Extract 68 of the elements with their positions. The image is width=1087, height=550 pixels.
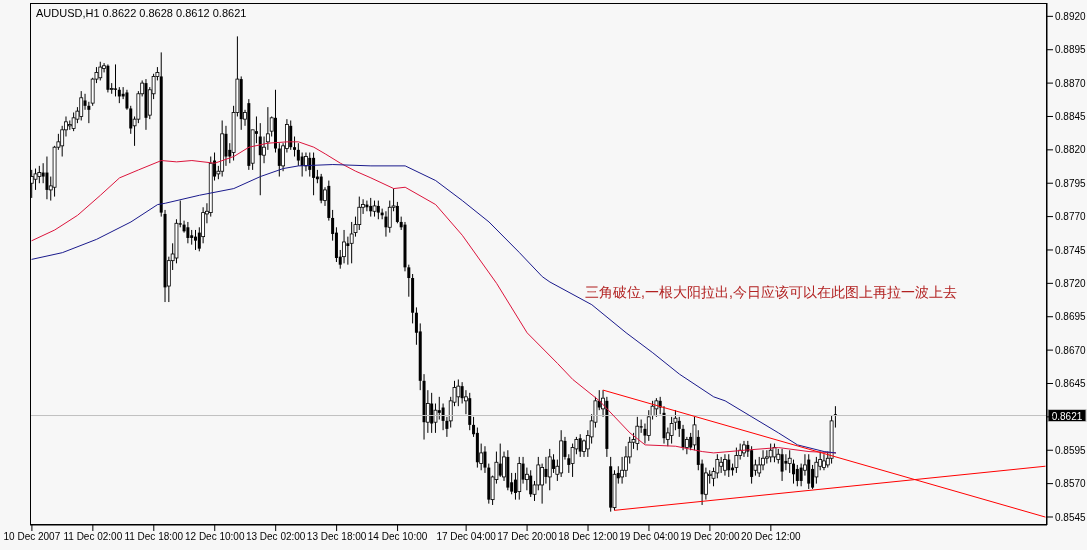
candlestick <box>822 453 826 471</box>
candlestick <box>277 142 281 178</box>
candlestick <box>186 221 190 244</box>
candlestick <box>456 378 461 407</box>
candlestick <box>296 142 300 167</box>
candlestick <box>719 456 724 474</box>
y-tick-label: 0.8545 <box>1055 511 1087 523</box>
candlestick <box>792 459 796 485</box>
x-tick-label: 17 Dec 20:00 <box>497 531 558 543</box>
y-tick-label: 0.8845 <box>1055 111 1087 123</box>
annotation: 三角破位,一根大阳拉出,今日应该可以在此图上再拉一波上去 <box>585 284 957 302</box>
candlestick <box>79 90 84 121</box>
candlestick <box>552 453 556 474</box>
candlestick <box>293 136 297 158</box>
y-tick-label: 0.8795 <box>1055 177 1087 189</box>
candlestick <box>98 61 103 81</box>
x-tick-label: 13 Dec 18:00 <box>306 531 367 543</box>
x-tick-label: 18 Dec 12:00 <box>558 531 619 543</box>
x-tick-label: 17 Dec 04:00 <box>436 531 497 543</box>
y-tick-label: 0.8870 <box>1055 77 1087 89</box>
x-tick-label: 20 Dec 12:00 <box>741 531 802 543</box>
x-tick-label: 14 Dec 10:00 <box>367 531 428 543</box>
candlestick <box>547 448 552 491</box>
candlestick <box>681 424 685 451</box>
candlestick <box>734 447 739 474</box>
y-tick-label: 0.8820 <box>1055 144 1087 156</box>
candlestick <box>437 396 441 421</box>
y-tick-label: 0.8695 <box>1055 311 1087 323</box>
candlestick <box>578 433 582 458</box>
ref-line-label: 0.8621 <box>1051 410 1083 422</box>
x-tick-label: 11 Dec 02:00 <box>63 531 123 543</box>
candlestick <box>784 453 788 471</box>
x-tick-label: 10 Dec 2007 <box>3 531 61 543</box>
chart-title: AUDUSD,H1 0.8622 0.8628 0.8612 0.8621 <box>36 7 247 19</box>
candlestick <box>349 221 354 264</box>
candlestick <box>114 63 118 97</box>
candlestick <box>795 464 799 487</box>
x-tick-label: 12 Dec 10:00 <box>184 531 245 543</box>
x-tick-label: 11 Dec 18:00 <box>124 531 184 543</box>
y-tick-label: 0.8670 <box>1055 344 1087 356</box>
x-tick-label: 19 Dec 04:00 <box>619 531 680 543</box>
candlestick <box>780 448 784 482</box>
y-tick-label: 0.8895 <box>1055 44 1087 56</box>
y-tick-label: 0.8570 <box>1055 478 1087 490</box>
y-tick-label: 0.8745 <box>1055 244 1087 256</box>
candlestick <box>811 464 815 490</box>
candlestick <box>346 236 350 266</box>
candlestick <box>308 152 312 178</box>
candlestick <box>669 416 674 445</box>
candlestick <box>544 456 548 485</box>
candlestick <box>45 156 49 200</box>
y-tick-label: 0.8645 <box>1055 378 1087 390</box>
x-tick-label: 19 Dec 20:00 <box>680 531 741 543</box>
candlestick <box>430 392 434 434</box>
candlestick <box>395 201 399 224</box>
y-tick-label: 0.8720 <box>1055 277 1087 289</box>
x-tick-label: 13 Dec 02:00 <box>245 531 306 543</box>
candlestick <box>727 453 731 478</box>
candlestick <box>289 119 293 151</box>
candlestick <box>814 456 819 485</box>
y-tick-label: 0.8920 <box>1055 10 1087 22</box>
candlestick <box>384 210 388 238</box>
y-tick-label: 0.8595 <box>1055 444 1087 456</box>
candlestick <box>194 229 197 251</box>
y-tick-label: 0.8770 <box>1055 211 1087 223</box>
candlestick <box>723 453 727 477</box>
candlestick <box>529 469 533 498</box>
candlestick <box>498 443 502 478</box>
